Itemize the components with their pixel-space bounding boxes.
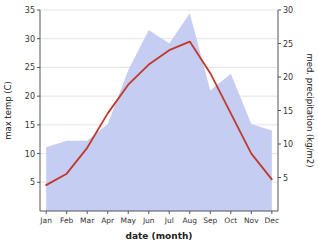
y2-tick-label: 30 xyxy=(283,6,293,15)
y2-tick xyxy=(278,144,281,145)
x-tick xyxy=(66,211,67,214)
plot-data xyxy=(46,13,272,211)
x-tick-label: Jan xyxy=(39,216,52,225)
y-tick-label: 25 xyxy=(25,63,35,72)
x-tick-label: May xyxy=(120,216,136,225)
y-axis-line xyxy=(40,10,41,211)
grid-line xyxy=(40,10,278,11)
chart-svg: 5 10 15 20 25 30 35 5 10 15 20 25 30 Jan Feb Mar Apr May J… xyxy=(0,0,318,247)
y-tick xyxy=(37,10,40,11)
y2-tick xyxy=(278,10,281,11)
x-tick-label: Mar xyxy=(80,216,95,225)
y-tick xyxy=(37,124,40,125)
temp-line xyxy=(46,42,272,186)
x-axis-line xyxy=(40,211,278,212)
x-tick xyxy=(210,211,211,214)
y2-tick-label: 15 xyxy=(283,107,293,116)
x-tick xyxy=(169,211,170,214)
y-tick-label: 5 xyxy=(30,178,35,187)
x-tick-label: Oct xyxy=(224,216,237,225)
x-tick xyxy=(189,211,190,214)
y-tick-label: 30 xyxy=(25,35,35,44)
y2-tick xyxy=(278,43,281,44)
y-tick-label: 35 xyxy=(25,6,35,15)
x-tick xyxy=(87,211,88,214)
y2-tick xyxy=(278,177,281,178)
y-tick xyxy=(37,182,40,183)
axes: 5 10 15 20 25 30 35 5 10 15 20 25 30 Jan Feb Mar Apr May J… xyxy=(25,6,293,225)
y-axis-label: max temp (C) xyxy=(3,81,13,140)
x-tick-label: Jun xyxy=(142,216,155,225)
y-tick xyxy=(37,67,40,68)
y-tick xyxy=(37,96,40,97)
x-tick xyxy=(148,211,149,214)
y-tick xyxy=(37,153,40,154)
y-tick xyxy=(37,38,40,39)
x-tick xyxy=(128,211,129,214)
y-tick-label: 15 xyxy=(25,121,35,130)
x-axis-label: date (month) xyxy=(126,231,193,241)
x-tick xyxy=(230,211,231,214)
y2-axis-label: med. precipitation (kg/m2) xyxy=(305,53,315,167)
y2-tick-label: 5 xyxy=(283,174,288,183)
x-tick xyxy=(251,211,252,214)
x-tick-label: Sep xyxy=(203,216,217,225)
y2-tick-label: 10 xyxy=(283,140,293,149)
x-tick xyxy=(271,211,272,214)
y2-tick-label: 25 xyxy=(283,40,293,49)
x-tick-label: Aug xyxy=(182,216,197,225)
x-tick xyxy=(46,211,47,214)
y-tick-label: 20 xyxy=(25,92,35,101)
y2-tick xyxy=(278,77,281,78)
y2-tick xyxy=(278,110,281,111)
x-tick-label: Feb xyxy=(60,216,74,225)
x-tick-label: Jul xyxy=(164,216,174,225)
y2-tick-label: 20 xyxy=(283,73,293,82)
x-tick-label: Apr xyxy=(101,216,115,225)
x-tick-label: Dec xyxy=(265,216,280,225)
x-tick-label: Nov xyxy=(244,216,259,225)
y-tick-label: 10 xyxy=(25,150,35,159)
x-tick xyxy=(107,211,108,214)
precip-area xyxy=(46,13,272,211)
chart-container: 5 10 15 20 25 30 35 5 10 15 20 25 30 Jan Feb Mar Apr May J… xyxy=(0,0,318,247)
